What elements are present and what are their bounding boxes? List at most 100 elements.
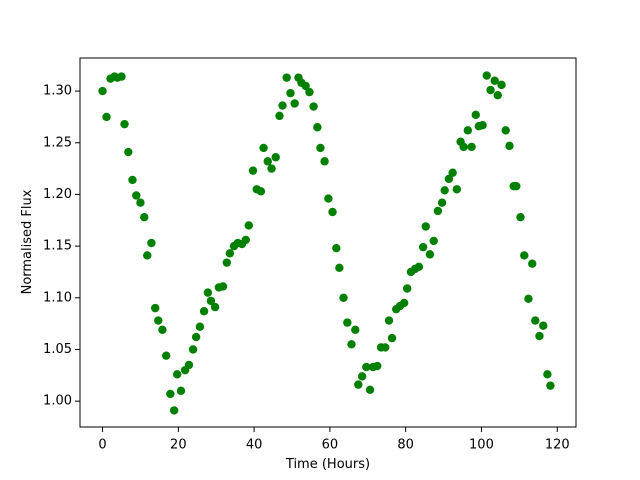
point (332, 243, 341, 253)
x-tick-label: 100 (469, 438, 494, 453)
point (365, 385, 375, 394)
x-tick-label: 40 (246, 438, 263, 453)
point (147, 238, 156, 248)
y-tick-label: 1.25 (43, 135, 72, 150)
point (362, 362, 371, 372)
point (210, 302, 220, 312)
point (381, 343, 390, 352)
point (471, 110, 480, 120)
point (512, 181, 521, 191)
point (206, 296, 216, 306)
point (263, 157, 272, 166)
point (535, 331, 544, 341)
point (188, 345, 198, 354)
point (301, 81, 310, 91)
point (158, 325, 167, 335)
point (433, 206, 443, 216)
point (452, 185, 462, 194)
point (520, 251, 529, 260)
point (244, 221, 254, 230)
y-tick-label: 1.15 (43, 239, 72, 254)
point (482, 71, 491, 80)
point (309, 102, 318, 111)
point (199, 307, 209, 316)
axes-frame (79, 57, 577, 428)
point (440, 186, 449, 195)
point (357, 372, 367, 381)
point (343, 318, 352, 327)
point (467, 142, 476, 152)
point (278, 101, 287, 110)
point (429, 236, 438, 246)
x-axis-label: Time (Hours) (285, 457, 370, 472)
y-tick-label: 1.00 (43, 394, 72, 409)
point (418, 242, 428, 252)
point (124, 147, 133, 157)
point (136, 198, 145, 207)
point (151, 303, 160, 313)
point (354, 380, 363, 389)
point (162, 351, 171, 360)
point (425, 250, 435, 259)
point (102, 112, 111, 122)
point (486, 85, 495, 95)
point (493, 91, 502, 100)
point (313, 123, 322, 132)
y-tick-label: 1.20 (43, 187, 72, 202)
y-axis-label: Normalised Flux (20, 189, 35, 294)
x-tick-label: 80 (397, 438, 414, 453)
point (328, 207, 337, 217)
point (351, 325, 360, 335)
point (463, 126, 473, 135)
point (267, 164, 276, 173)
point (531, 316, 540, 325)
point (516, 212, 525, 222)
point (448, 168, 457, 177)
x-tick-label: 0 (98, 438, 106, 453)
point (478, 120, 487, 130)
point (347, 340, 356, 349)
point (543, 370, 552, 379)
y-tick-label: 1.30 (43, 84, 72, 99)
point (524, 294, 533, 304)
point (290, 99, 299, 108)
point (248, 166, 258, 175)
point (203, 288, 213, 297)
point (154, 316, 163, 325)
point (128, 175, 137, 185)
point (172, 370, 182, 379)
point (490, 76, 499, 85)
y-tick-label: 1.10 (43, 290, 72, 305)
point (339, 293, 348, 302)
point (320, 157, 329, 166)
point (195, 322, 205, 331)
point (528, 259, 537, 268)
point (421, 222, 430, 231)
point (241, 235, 250, 245)
point (316, 143, 325, 153)
point (384, 316, 394, 325)
point (98, 86, 107, 96)
point (497, 80, 506, 90)
x-tick-label: 60 (322, 438, 339, 453)
point (414, 262, 424, 271)
point (169, 406, 179, 415)
point (335, 263, 344, 273)
point (176, 386, 186, 396)
point (132, 191, 141, 200)
point (184, 360, 194, 370)
point (437, 198, 447, 207)
point (501, 126, 510, 135)
point (275, 111, 284, 121)
point (259, 143, 268, 153)
point (140, 212, 149, 222)
point (191, 332, 201, 342)
point (256, 187, 266, 196)
point (143, 251, 152, 260)
point (117, 72, 126, 81)
point (387, 333, 397, 343)
point (402, 284, 412, 293)
